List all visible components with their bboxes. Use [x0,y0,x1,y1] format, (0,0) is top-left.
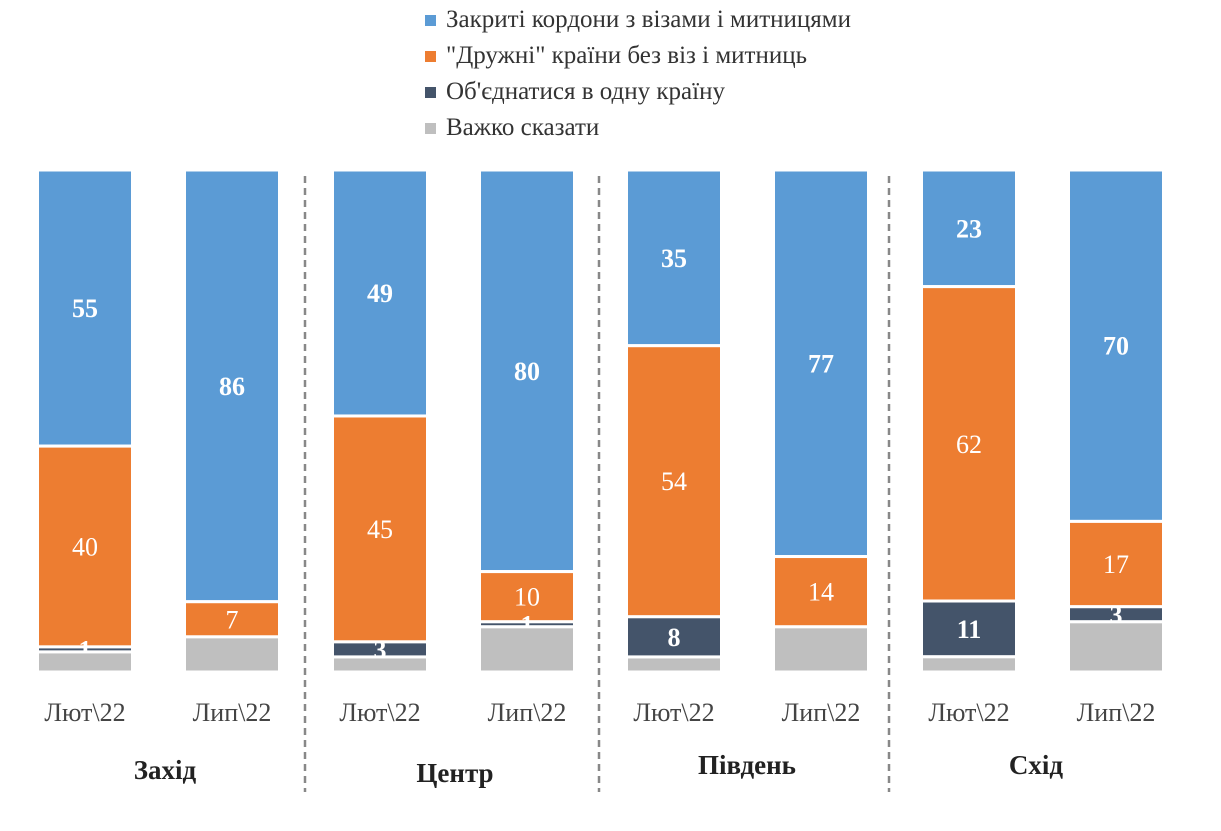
legend-label: Об'єднатися в одну країну [446,78,725,105]
legend-item: Закриті кордони з візами і митницями [425,2,851,38]
bar-segment [772,625,870,674]
legend-swatch [425,50,436,62]
bar-segment [36,444,134,649]
legend-swatch [425,122,436,134]
group-label: Центр [416,758,493,788]
data-label: 14 [808,578,834,607]
category-label: Лют\22 [633,698,714,727]
bar-segment [1067,168,1165,523]
bar-segment [331,655,429,674]
data-label: 86 [219,372,245,401]
legend: Закриті кордони з візами і митницями "Дру… [425,2,851,146]
bar-segment [772,168,870,559]
data-label: 80 [514,357,540,386]
legend-label: "Дружні" країни без віз і митниць [446,42,807,69]
category-label: Лют\22 [339,698,420,727]
legend-item: Важко сказати [425,110,851,146]
bar-segment [183,600,281,639]
data-label: 7 [226,605,239,634]
group-label: Схід [1009,750,1064,780]
bar-segment [920,599,1018,659]
bar-segment [478,168,576,574]
bar-segment [1067,620,1165,674]
bar-segment [331,168,429,418]
bar-segment [920,285,1018,603]
legend-label: Важко сказати [446,114,600,141]
data-label: 45 [367,515,393,544]
bar-segment [772,555,870,629]
legend-swatch [425,86,436,98]
bar-segment [920,168,1018,289]
data-label: 35 [661,244,687,273]
data-label: 62 [956,430,982,459]
bar-segment [36,168,134,448]
bar-segment [625,168,723,348]
category-label: Лип\22 [488,698,567,727]
data-label: 11 [957,615,982,644]
data-label: 70 [1103,332,1129,361]
category-label: Лют\22 [928,698,1009,727]
bar-segment [183,635,281,674]
category-label: Лип\22 [782,698,861,727]
data-label: 17 [1103,550,1129,579]
bar-segment [478,625,576,674]
legend-item: "Дружні" країни без віз і митниць [425,38,851,74]
bar-segment [920,655,1018,674]
bar-segment [625,344,723,619]
data-label: 10 [514,583,540,612]
bar-segment [625,655,723,674]
group-label: Захід [134,755,197,785]
bar-segment [1067,519,1165,609]
category-label: Лют\22 [44,698,125,727]
group-label: Південь [698,750,796,780]
data-label: 8 [668,623,681,652]
bar-segment [478,570,576,624]
data-label: 40 [72,533,98,562]
data-label: 77 [808,349,834,378]
data-label: 55 [72,294,98,323]
bar-segment [183,168,281,604]
legend-item: Об'єднатися в одну країну [425,74,851,110]
legend-label: Закриті кордони з візами і митницями [446,6,851,33]
data-label: 23 [956,214,982,243]
data-label: 54 [661,467,687,496]
data-label: 49 [367,279,393,308]
bar-segment [36,650,134,674]
category-label: Лип\22 [1077,698,1156,727]
legend-swatch [425,14,436,26]
category-label: Лип\22 [193,698,272,727]
bar-segment [625,615,723,659]
